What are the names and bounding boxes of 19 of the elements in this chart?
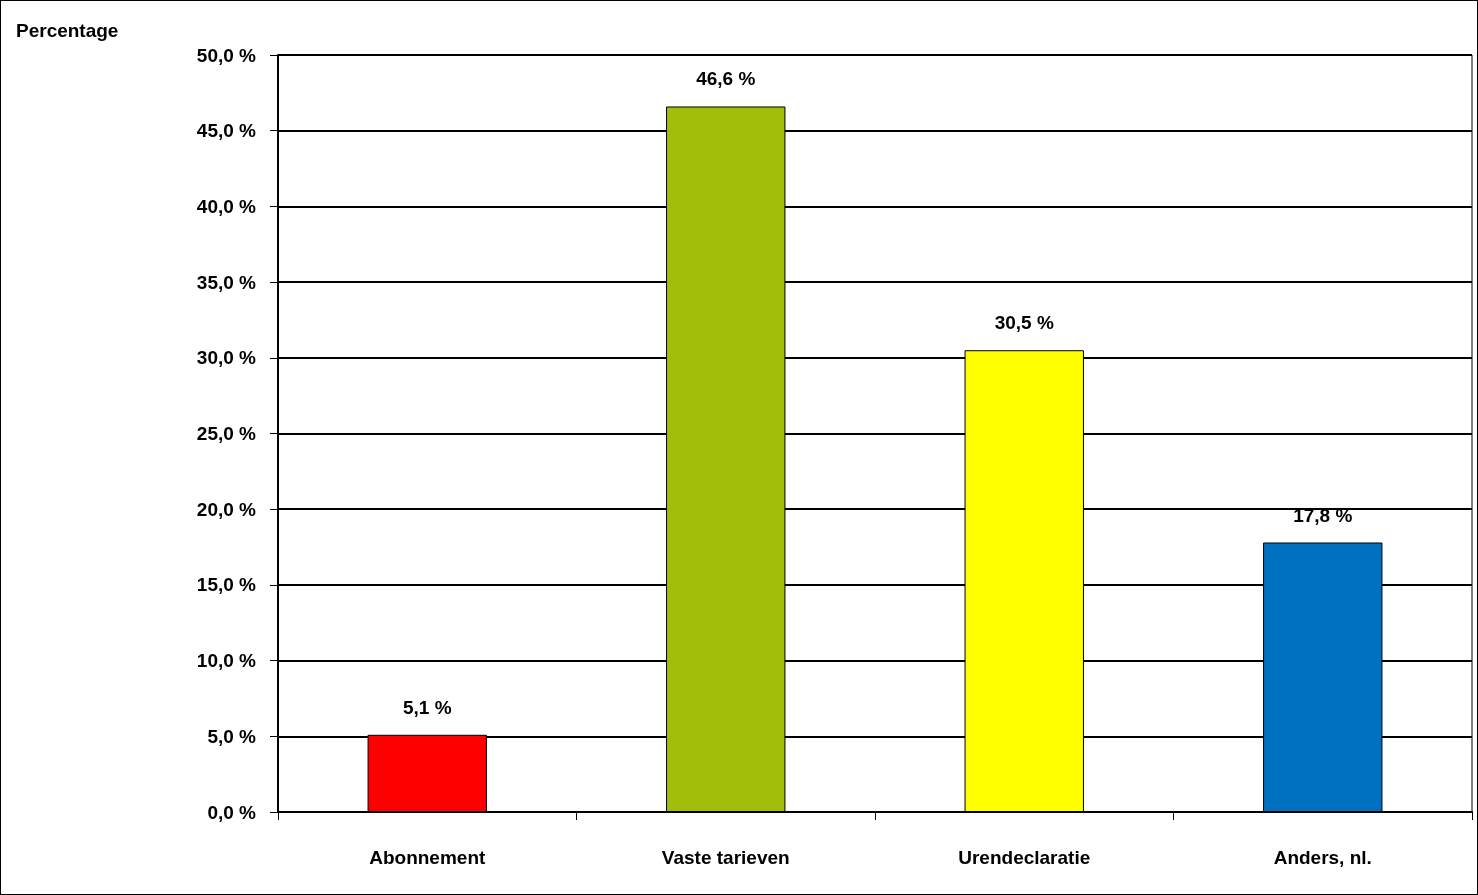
- y-tick-label: 10,0 %: [196, 650, 257, 672]
- y-tick-label: 50,0 %: [196, 44, 257, 66]
- x-tick-label: Vaste tarieven: [661, 847, 790, 868]
- y-tick-label: 35,0 %: [196, 271, 257, 293]
- x-tick-label: Anders, nl.: [1273, 847, 1372, 868]
- data-label: 30,5 %: [994, 312, 1054, 334]
- y-tick-label: 30,0 %: [196, 347, 257, 369]
- y-tick-label: 5,0 %: [207, 725, 257, 747]
- y-tick-label: 15,0 %: [196, 574, 257, 596]
- y-axis-title: Percentage: [16, 20, 119, 41]
- x-tick-label: Abonnement: [369, 847, 486, 868]
- y-tick-label: 0,0 %: [207, 801, 257, 823]
- y-tick-label: 45,0 %: [196, 120, 257, 142]
- x-tick-label: Urendeclaratie: [958, 847, 1091, 868]
- y-tick-label: 25,0 %: [196, 423, 257, 444]
- data-label: 5,1 %: [402, 696, 452, 718]
- data-label: 46,6 %: [696, 68, 756, 90]
- y-tick-label: 40,0 %: [196, 195, 257, 217]
- y-tick-label: 20,0 %: [196, 498, 257, 520]
